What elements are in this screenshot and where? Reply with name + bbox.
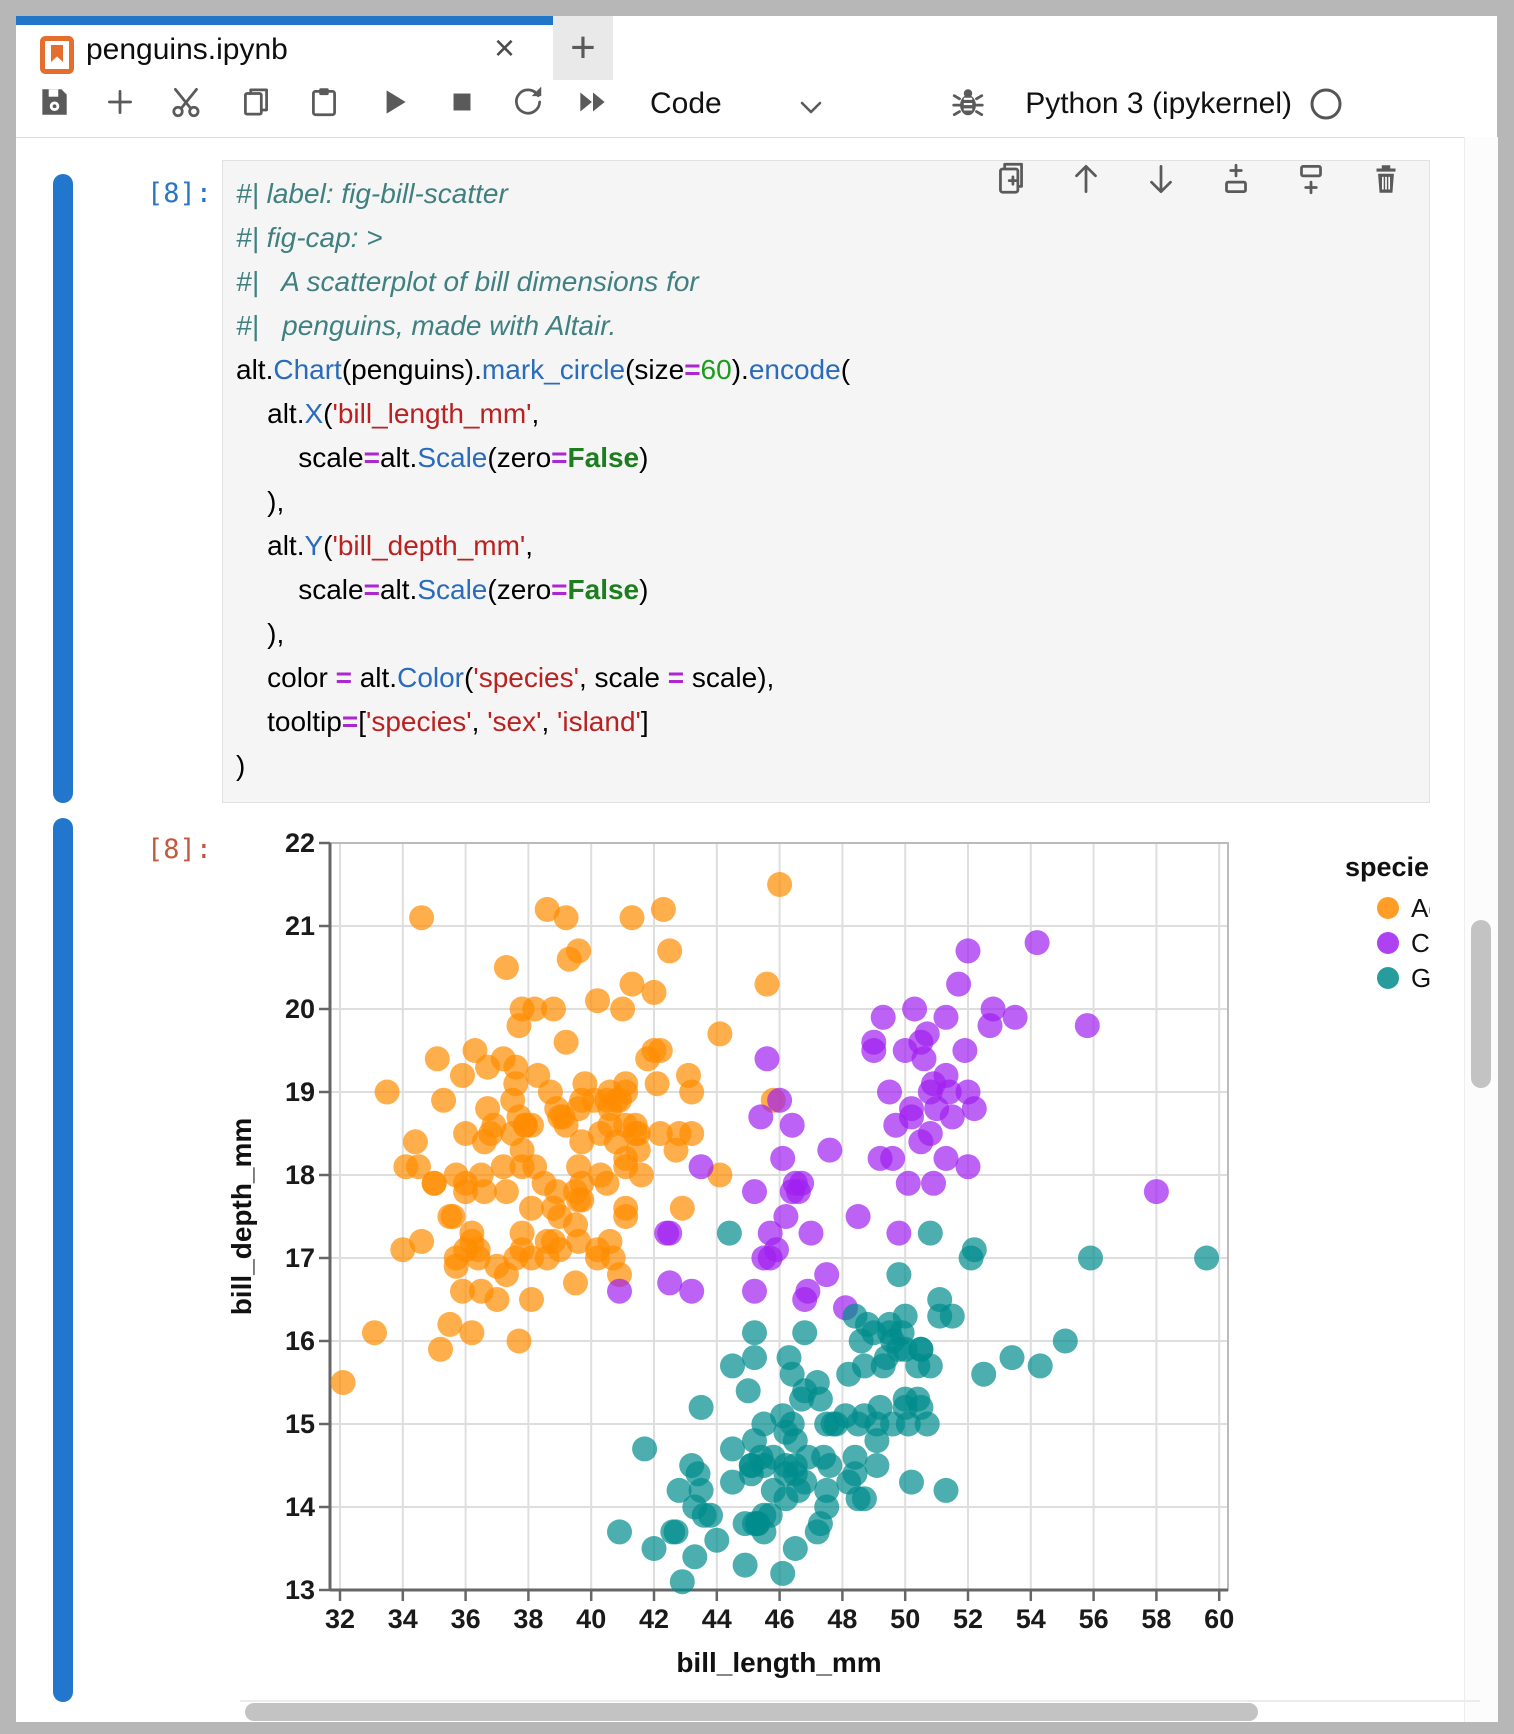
paste-icon[interactable]	[306, 84, 342, 120]
window-frame-top	[0, 0, 1514, 16]
svg-text:20: 20	[285, 994, 315, 1024]
fast-forward-icon[interactable]	[574, 84, 612, 120]
svg-text:36: 36	[451, 1604, 481, 1634]
duplicate-cell-icon[interactable]	[993, 160, 1029, 198]
svg-text:32: 32	[325, 1604, 355, 1634]
horizontal-scrollbar-thumb[interactable]	[245, 1703, 1258, 1721]
svg-text:58: 58	[1141, 1604, 1171, 1634]
vertical-scrollbar-thumb[interactable]	[1471, 920, 1491, 1088]
svg-text:14: 14	[285, 1492, 315, 1522]
svg-text:38: 38	[513, 1604, 543, 1634]
svg-text:40: 40	[576, 1604, 606, 1634]
stop-icon[interactable]	[444, 84, 480, 120]
svg-text:60: 60	[1204, 1604, 1234, 1634]
svg-text:Gentoo: Gentoo	[1411, 963, 1430, 993]
svg-text:52: 52	[953, 1604, 983, 1634]
svg-text:56: 56	[1079, 1604, 1109, 1634]
svg-text:22: 22	[285, 828, 315, 858]
svg-text:15: 15	[285, 1409, 315, 1439]
kernel-name[interactable]: Python 3 (ipykernel)	[1025, 87, 1292, 120]
code-content[interactable]: #| label: fig-bill-scatter #| fig-cap: > #…	[236, 178, 851, 781]
svg-text:17: 17	[285, 1243, 315, 1273]
chevron-down-icon[interactable]	[798, 98, 824, 118]
tab-penguins-ipynb[interactable]	[16, 25, 554, 80]
svg-text:bill_depth_mm: bill_depth_mm	[226, 1118, 257, 1316]
insert-below-icon[interactable]	[1293, 160, 1329, 198]
run-icon[interactable]	[376, 84, 412, 120]
svg-text:13: 13	[285, 1575, 315, 1605]
cell-type-selector[interactable]: Code	[650, 87, 722, 120]
insert-cell-icon[interactable]	[102, 84, 138, 120]
tab-close-icon[interactable]: ×	[494, 27, 516, 68]
move-down-icon[interactable]	[1143, 160, 1179, 198]
code-cell-editor[interactable]	[222, 160, 1430, 803]
svg-text:42: 42	[639, 1604, 669, 1634]
svg-text:19: 19	[285, 1077, 315, 1107]
new-tab-button[interactable]: +	[553, 16, 613, 80]
horizontal-scroll-divider	[240, 1700, 1480, 1702]
input-collapser[interactable]	[53, 174, 73, 803]
insert-above-icon[interactable]	[1218, 160, 1254, 198]
scatter-chart: 32 34 36 38 40 42 44 46 48 50 52 54 56 58 60 13 14 15 16 17…	[226, 828, 1430, 1678]
svg-text:16: 16	[285, 1326, 315, 1356]
kernel-idle-circle-icon[interactable]	[1308, 86, 1344, 122]
window-frame-bottom	[0, 1722, 1514, 1734]
svg-text:46: 46	[765, 1604, 795, 1634]
window-frame-right	[1497, 0, 1514, 1734]
input-prompt: [8]:	[146, 178, 212, 209]
scissors-icon[interactable]	[168, 84, 206, 120]
svg-text:48: 48	[827, 1604, 857, 1634]
delete-cell-icon[interactable]	[1368, 160, 1404, 198]
svg-text:21: 21	[285, 911, 315, 941]
svg-text:54: 54	[1016, 1604, 1046, 1634]
save-icon[interactable]	[36, 84, 72, 120]
svg-text:Adelie: Adelie	[1411, 893, 1430, 923]
svg-text:34: 34	[388, 1604, 418, 1634]
active-tab-indicator	[16, 16, 553, 25]
svg-text:species: species	[1345, 852, 1430, 882]
svg-text:18: 18	[285, 1160, 315, 1190]
restart-icon[interactable]	[510, 84, 546, 120]
svg-text:Chinstrap: Chinstrap	[1411, 928, 1430, 958]
svg-text:bill_length_mm: bill_length_mm	[676, 1647, 881, 1678]
move-up-icon[interactable]	[1068, 160, 1104, 198]
notebook-bookmark-icon	[40, 36, 74, 74]
svg-text:50: 50	[890, 1604, 920, 1634]
bug-icon[interactable]	[950, 84, 986, 120]
copy-icon[interactable]	[238, 84, 274, 120]
altair-scatterplot-output: 32 34 36 38 40 42 44 46 48 50 52 54 56 58 60 13 14 15 16 17…	[225, 756, 1430, 1700]
svg-text:44: 44	[702, 1604, 732, 1634]
window-frame-left	[0, 0, 16, 1734]
tab-title: penguins.ipynb	[86, 33, 288, 66]
output-prompt: [8]:	[146, 834, 212, 865]
output-collapser[interactable]	[53, 818, 73, 1702]
